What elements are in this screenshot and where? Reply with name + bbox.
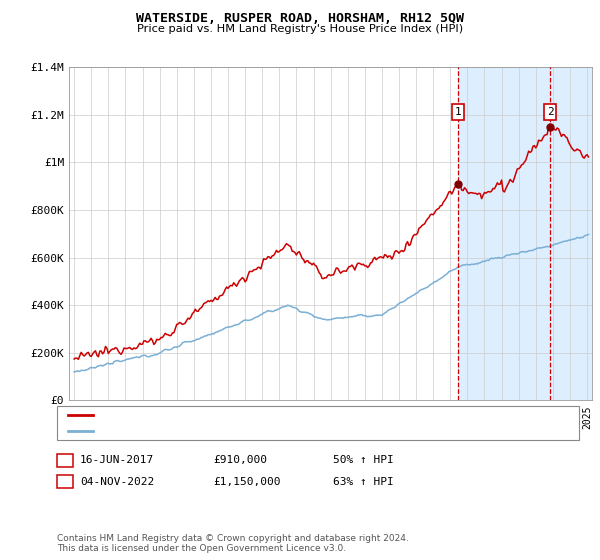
Text: 1: 1 [455,107,461,117]
Bar [458,67,592,400]
Text: 16-JUN-2017: 16-JUN-2017 [80,455,154,465]
Text: 1: 1 [61,455,68,465]
Text: WATERSIDE, RUSPER ROAD, HORSHAM, RH12 5QW: WATERSIDE, RUSPER ROAD, HORSHAM, RH12 5Q… [136,12,464,25]
Text: £910,000: £910,000 [213,455,267,465]
Text: 50% ↑ HPI: 50% ↑ HPI [333,455,394,465]
Text: £1,150,000: £1,150,000 [213,477,281,487]
Text: Contains HM Land Registry data © Crown copyright and database right 2024.
This d: Contains HM Land Registry data © Crown c… [57,534,409,553]
Text: WATERSIDE, RUSPER ROAD, HORSHAM, RH12 5QW (detached house): WATERSIDE, RUSPER ROAD, HORSHAM, RH12 5Q… [98,410,446,421]
Text: 2: 2 [547,107,554,117]
Text: Price paid vs. HM Land Registry's House Price Index (HPI): Price paid vs. HM Land Registry's House … [137,24,463,34]
Text: 04-NOV-2022: 04-NOV-2022 [80,477,154,487]
Text: 63% ↑ HPI: 63% ↑ HPI [333,477,394,487]
Text: HPI: Average price, detached house, Horsham: HPI: Average price, detached house, Hors… [98,426,356,436]
Text: 2: 2 [61,477,68,487]
